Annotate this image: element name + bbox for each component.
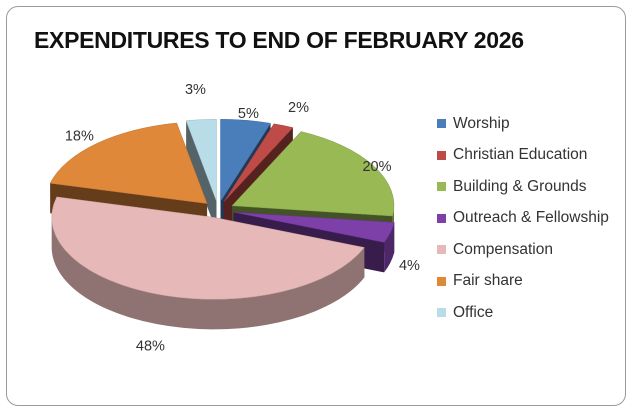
data-label-fair-share: 18% [65, 128, 94, 144]
legend-label: Outreach & Fellowship [453, 209, 609, 227]
pie-slice-fair-share [49, 122, 208, 204]
legend-item: Office [437, 297, 622, 329]
pie-slice-office [185, 118, 217, 202]
legend-item: Fair share [437, 266, 622, 298]
pie-side-compensation [51, 217, 365, 330]
legend-label: Worship [453, 114, 510, 132]
pie-side-outreach-and-fellowship [384, 222, 395, 273]
legend-item: Building & Grounds [437, 171, 622, 203]
data-label-outreach-and-fellowship: 4% [399, 258, 420, 274]
legend-label: Office [453, 303, 494, 321]
legend-swatch [437, 150, 446, 160]
legend-swatch [437, 308, 446, 318]
data-label-building-and-grounds: 20% [362, 159, 391, 175]
legend-item: Outreach & Fellowship [437, 203, 622, 235]
legend-label: Fair share [453, 272, 523, 290]
data-label-compensation: 48% [136, 338, 165, 354]
pie-slice-outreach-and-fellowship [233, 211, 395, 243]
legend-item: Worship [437, 108, 622, 140]
legend-swatch [437, 182, 446, 192]
legend-label: Compensation [453, 240, 553, 258]
legend-swatch [437, 245, 446, 255]
data-label-worship: 5% [238, 106, 259, 122]
legend-swatch [437, 276, 446, 286]
pie-wall-office-start [186, 120, 217, 232]
chart-legend: Worship Christian Education Building & Gro… [437, 108, 622, 329]
chart-title: EXPENDITURES TO END OF FEBRUARY 2026 [34, 27, 524, 53]
data-label-office: 3% [185, 82, 206, 98]
legend-item: Christian Education [437, 140, 622, 172]
legend-swatch [437, 213, 446, 223]
legend-label: Christian Education [453, 146, 588, 164]
pie-slice-christian-education [223, 123, 294, 202]
legend-item: Compensation [437, 234, 622, 266]
pie-slice-compensation [51, 196, 365, 300]
pie-slice-building-and-grounds [231, 131, 395, 217]
pie-slice-worship [220, 119, 271, 203]
legend-swatch [437, 119, 446, 129]
data-label-christian-education: 2% [288, 100, 309, 116]
legend-label: Building & Grounds [453, 177, 587, 195]
